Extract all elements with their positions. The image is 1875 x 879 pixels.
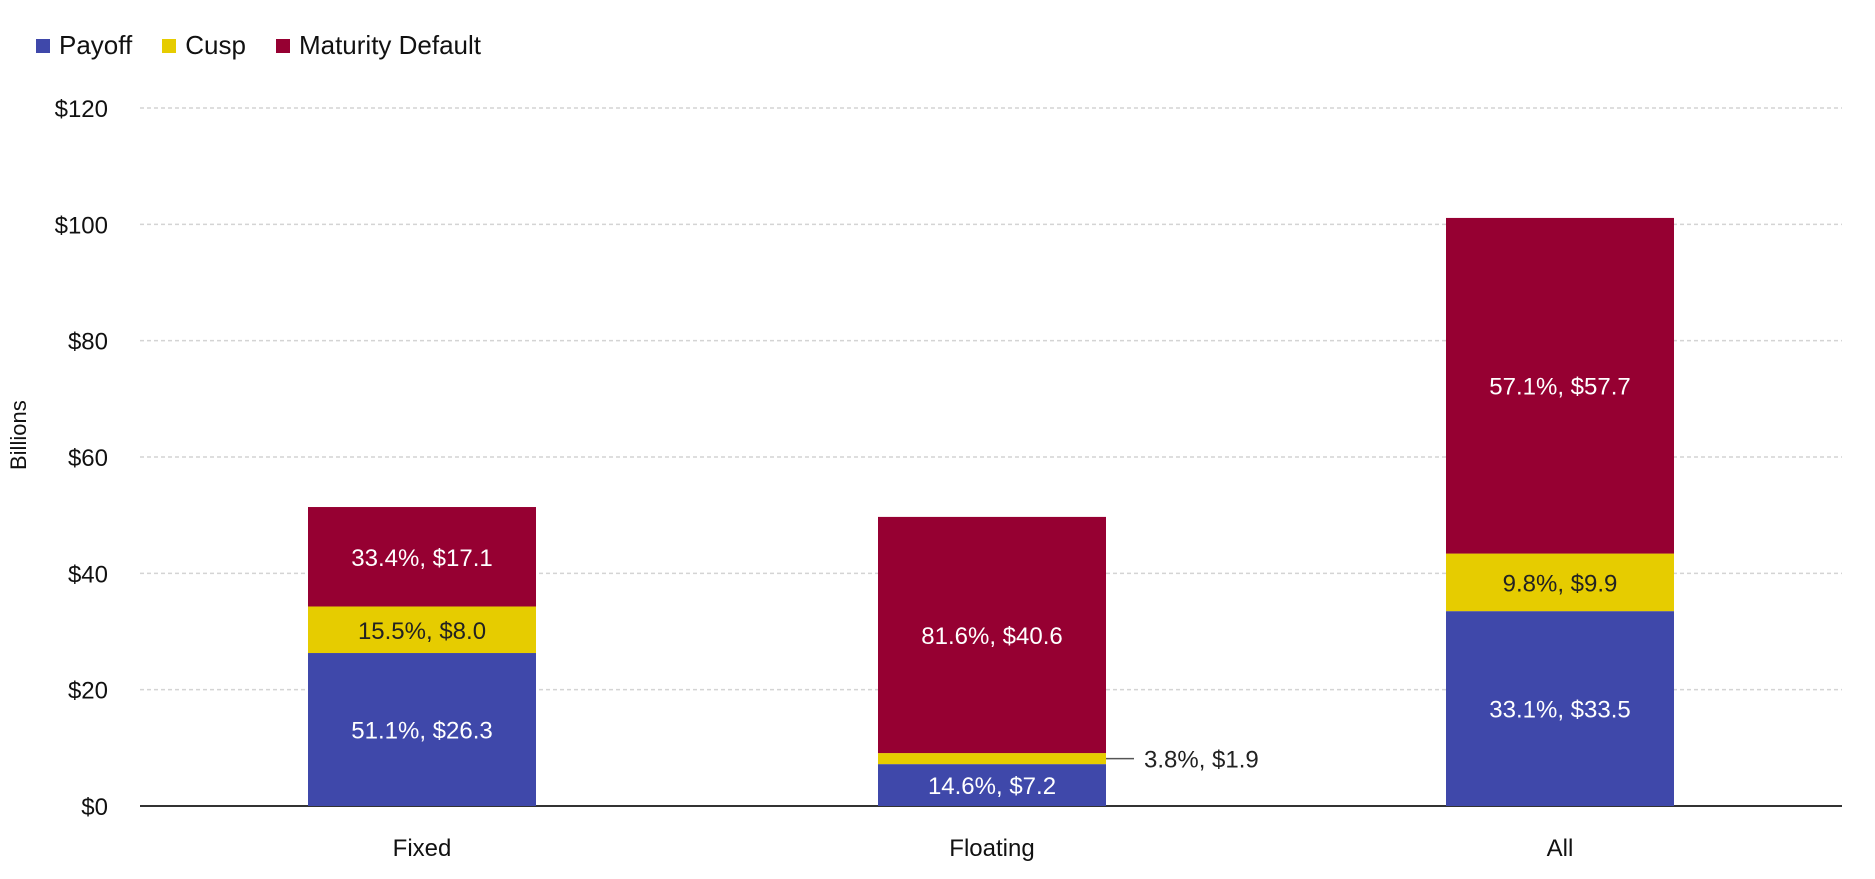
- bar-segment: [878, 516, 1106, 754]
- bar-segment: [1446, 217, 1674, 554]
- legend-swatch-cusp: [162, 38, 177, 53]
- x-tick-label: Floating: [949, 835, 1034, 862]
- data-label: 33.1%, $33.5: [1489, 697, 1630, 724]
- data-label: 33.4%, $17.1: [351, 545, 492, 572]
- data-label: 3.8%, $1.9: [1144, 747, 1259, 774]
- bar-segment: [308, 606, 536, 654]
- legend-label-payoff: Payoff: [59, 30, 133, 60]
- legend-swatch-payoff: [36, 38, 50, 53]
- data-label: 15.5%, $8.0: [358, 618, 486, 645]
- legend-item-cusp: Cusp: [162, 30, 246, 61]
- data-label: 14.6%, $7.2: [928, 773, 1056, 800]
- y-tick-label: $20: [68, 678, 108, 705]
- bar-segment: [308, 507, 536, 607]
- bar-segment: [1446, 611, 1674, 806]
- data-label: 81.6%, $40.6: [921, 623, 1062, 650]
- y-tick-label: $0: [81, 794, 108, 821]
- data-label: 51.1%, $26.3: [351, 718, 492, 745]
- legend-label-cusp: Cusp: [185, 30, 246, 60]
- bar-segment: [1446, 553, 1674, 612]
- y-tick-label: $40: [68, 561, 108, 588]
- data-label: 57.1%, $57.7: [1489, 374, 1630, 401]
- x-tick-label: All: [1547, 835, 1574, 862]
- legend-swatch-maturity-default: [275, 38, 290, 53]
- legend-item-payoff: Payoff: [36, 30, 132, 61]
- y-tick-label: $60: [68, 445, 108, 472]
- y-tick-label: $80: [68, 329, 108, 356]
- data-label: 9.8%, $9.9: [1503, 570, 1618, 597]
- legend: Payoff Cusp Maturity Default: [36, 30, 481, 61]
- bar-segment: [878, 764, 1106, 806]
- bar-segment: [878, 753, 1106, 765]
- bar-segment: [308, 653, 536, 806]
- y-tick-label: $100: [55, 212, 108, 239]
- y-tick-label: $120: [55, 96, 108, 123]
- legend-item-maturity-default: Maturity Default: [275, 30, 482, 61]
- legend-label-maturity-default: Maturity Default: [298, 30, 482, 60]
- x-tick-label: Fixed: [393, 835, 452, 862]
